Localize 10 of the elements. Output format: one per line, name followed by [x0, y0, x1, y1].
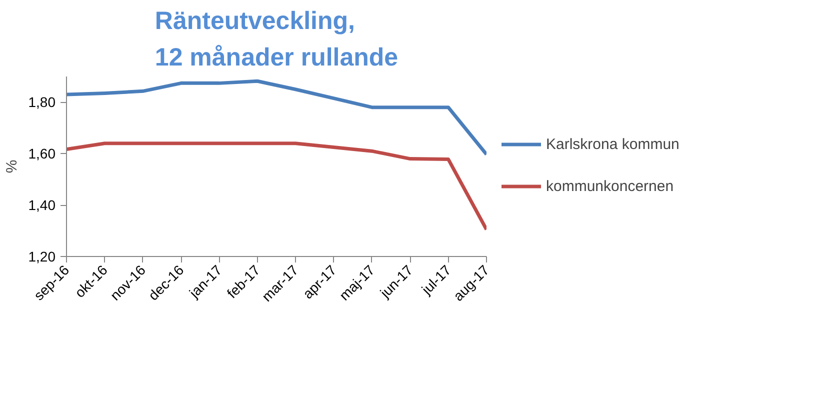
- line-series: [66, 142, 486, 232]
- y-tick-label: 1,40: [28, 197, 56, 214]
- y-axis-title: %: [3, 160, 20, 174]
- y-tick-label: 1,20: [28, 248, 56, 264]
- chart-title: Ränteutveckling, 12 månader rullande: [154, 7, 398, 72]
- legend-label: Karlskrona kommun: [546, 136, 680, 152]
- line-series: [66, 79, 486, 156]
- y-tick-label: 1,80: [28, 94, 56, 110]
- y-tick-label: 1,60: [28, 146, 56, 162]
- legend-label: kommunkoncernen: [546, 178, 674, 194]
